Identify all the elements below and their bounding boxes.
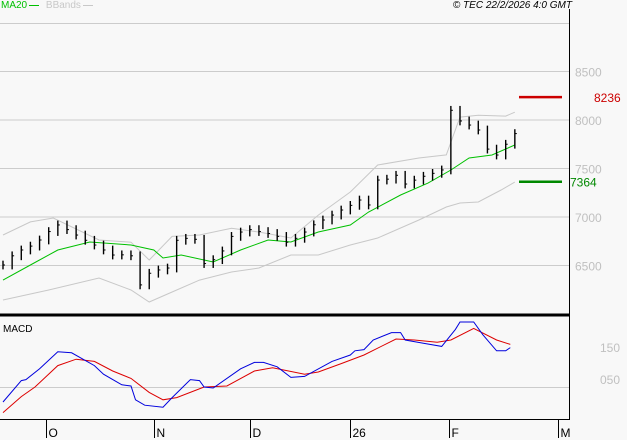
legend-ma20: MA20 bbox=[1, 0, 28, 11]
macd-title: MACD bbox=[3, 324, 32, 335]
macd-tick-label: 150 bbox=[600, 341, 620, 355]
legend: MA20 BBands bbox=[1, 0, 93, 12]
macd-tick-label: 050 bbox=[600, 373, 620, 387]
price-tick-label: 7500 bbox=[575, 163, 602, 177]
price-tick-label: 7000 bbox=[575, 211, 602, 225]
month-tick-label: F bbox=[452, 426, 459, 440]
legend-ma20-swatch bbox=[29, 4, 40, 6]
legend-bbands-swatch bbox=[82, 4, 93, 6]
price-tick-label: 8500 bbox=[575, 66, 602, 80]
price-tick-label: 6500 bbox=[575, 260, 602, 274]
price-tick-label: 8000 bbox=[575, 114, 602, 128]
legend-bbands: BBands bbox=[45, 0, 81, 11]
month-tick-label: 26 bbox=[353, 426, 367, 440]
month-tick-label: N bbox=[157, 426, 166, 440]
bband-lower-line bbox=[2, 181, 516, 303]
copyright: © TEC 22/2/2026 4:0 GMT bbox=[452, 0, 572, 11]
macd-line bbox=[2, 321, 511, 408]
macd-signal-line bbox=[2, 327, 511, 413]
bband-upper-line bbox=[2, 111, 515, 261]
month-tick-label: D bbox=[253, 426, 262, 440]
month-tick-label: O bbox=[49, 426, 58, 440]
support-level-label: 7364 bbox=[570, 176, 597, 190]
month-tick-label: M bbox=[561, 426, 571, 440]
ma20-line bbox=[2, 144, 516, 281]
resistance-level-label: 8236 bbox=[594, 91, 621, 105]
